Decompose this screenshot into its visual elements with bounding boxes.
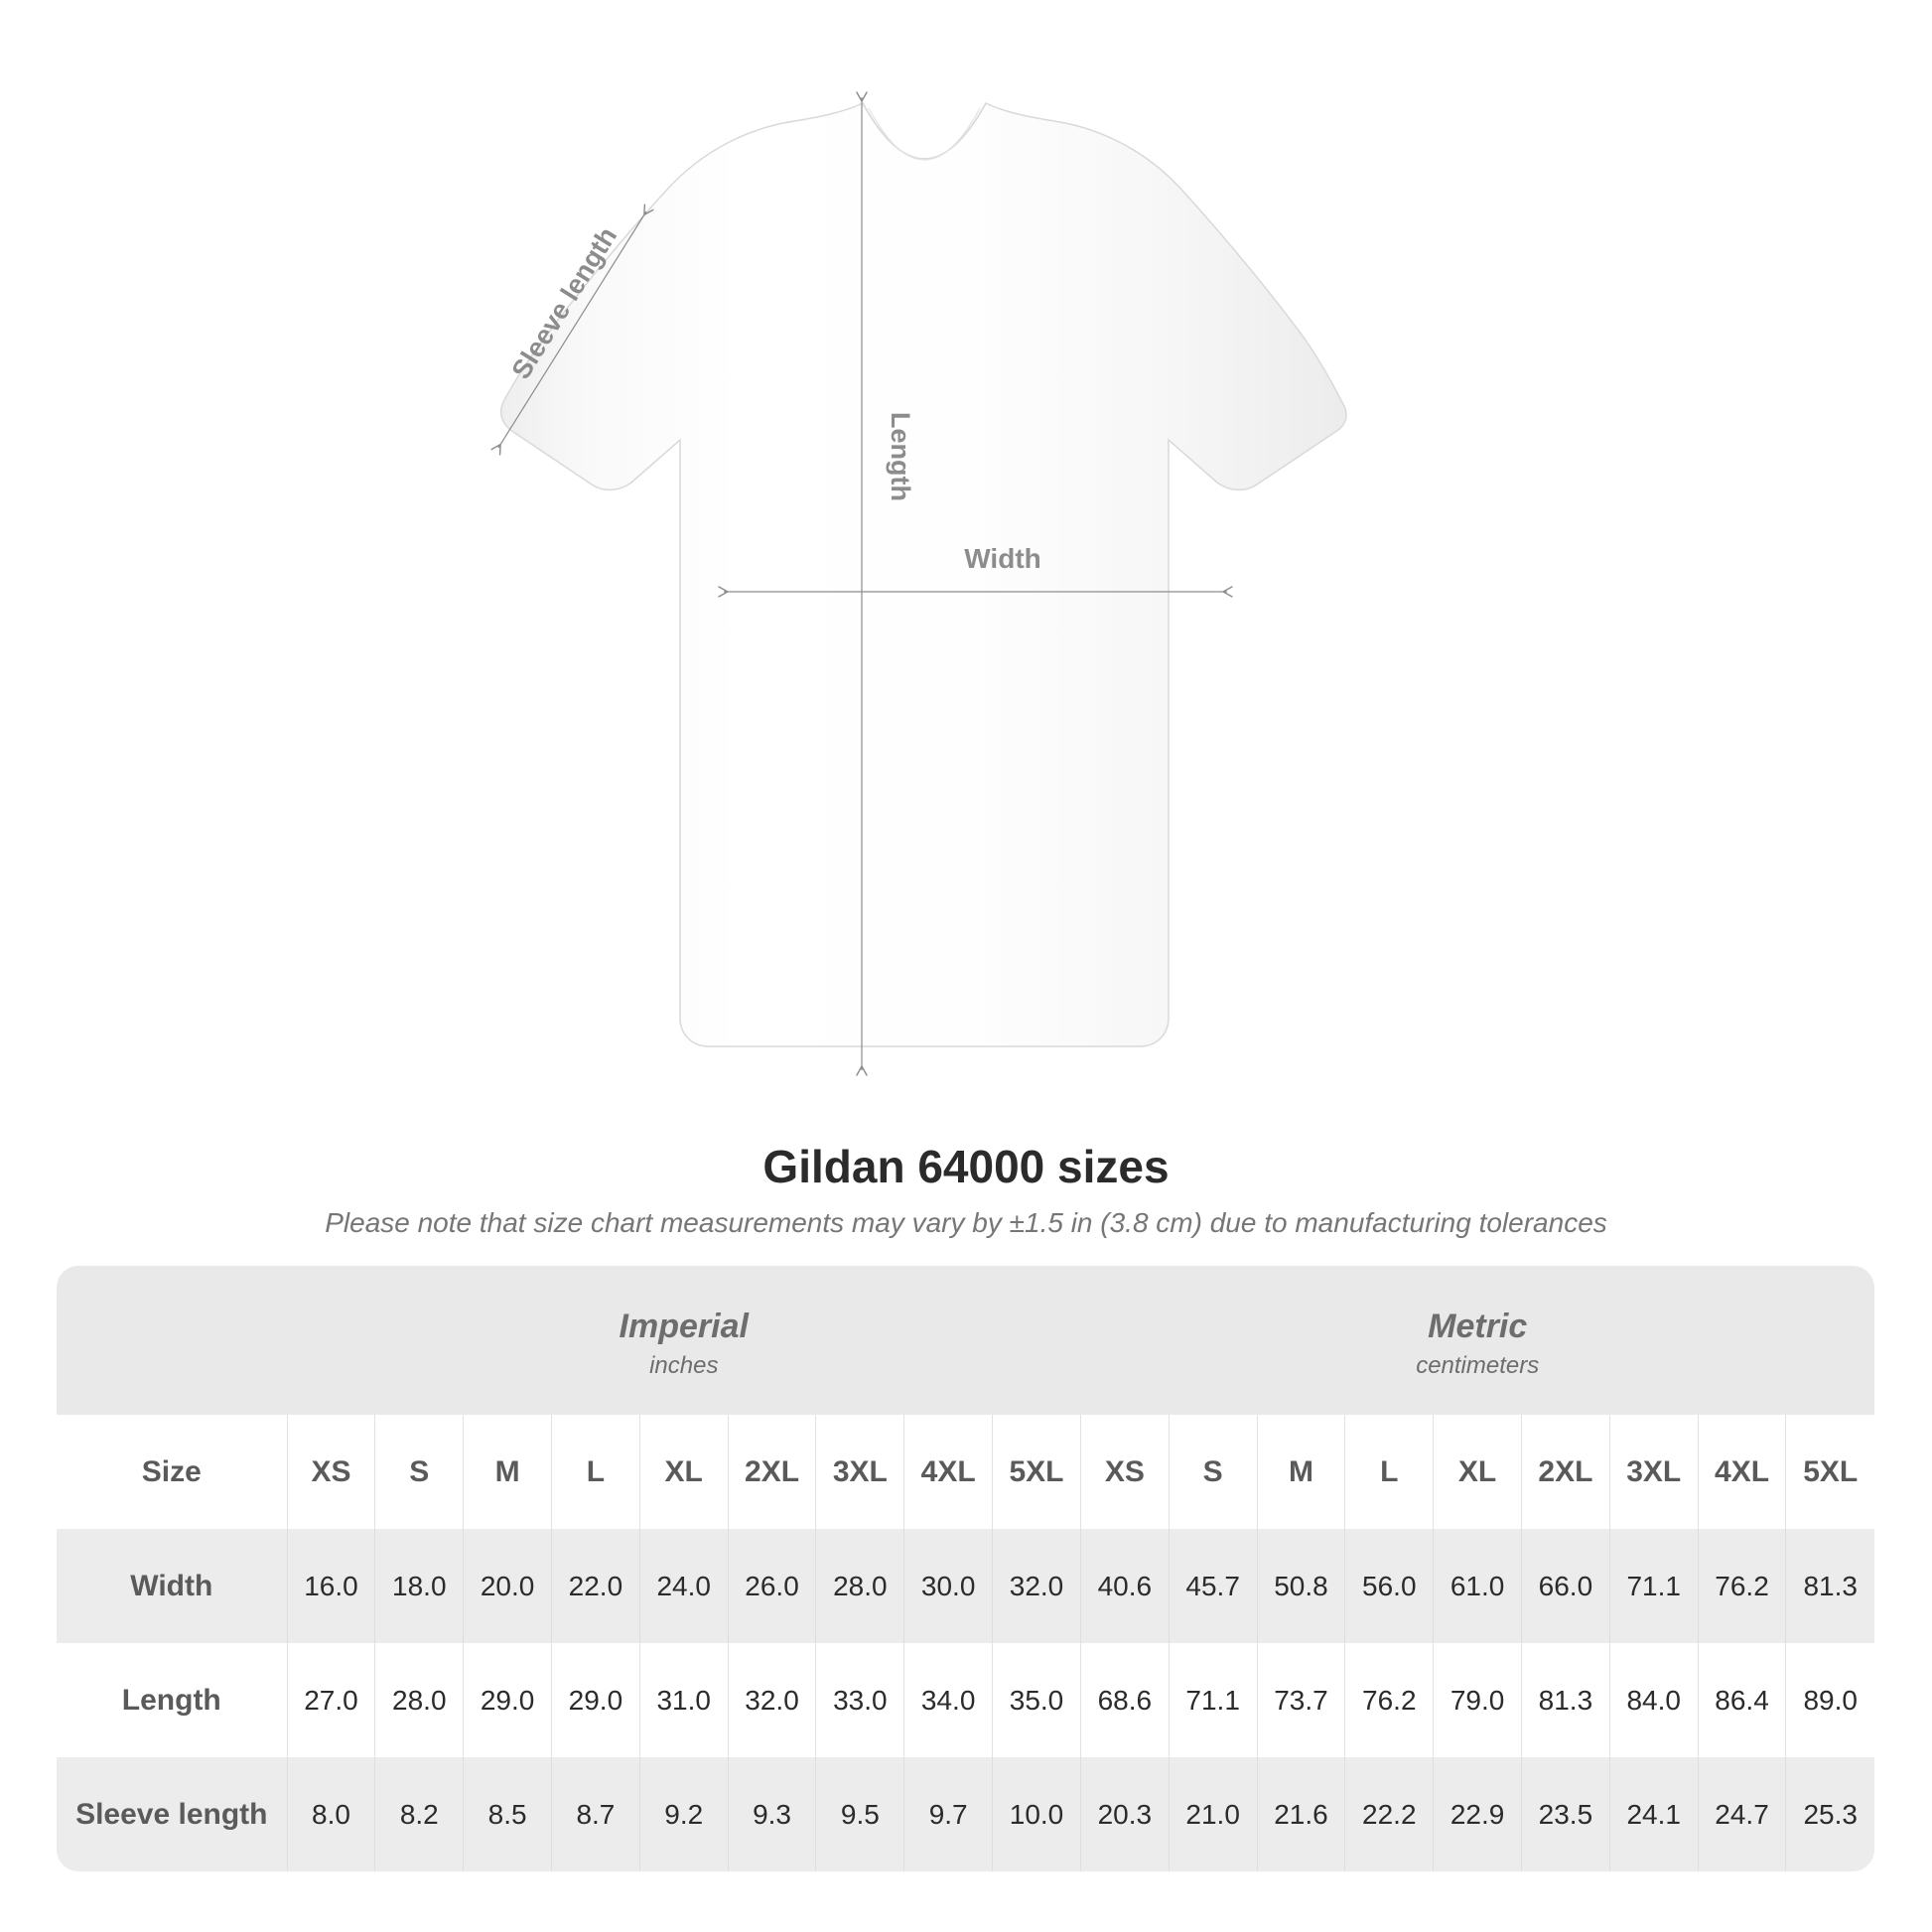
svg-text:Length: Length [886,412,915,501]
svg-text:Width: Width [964,543,1041,574]
